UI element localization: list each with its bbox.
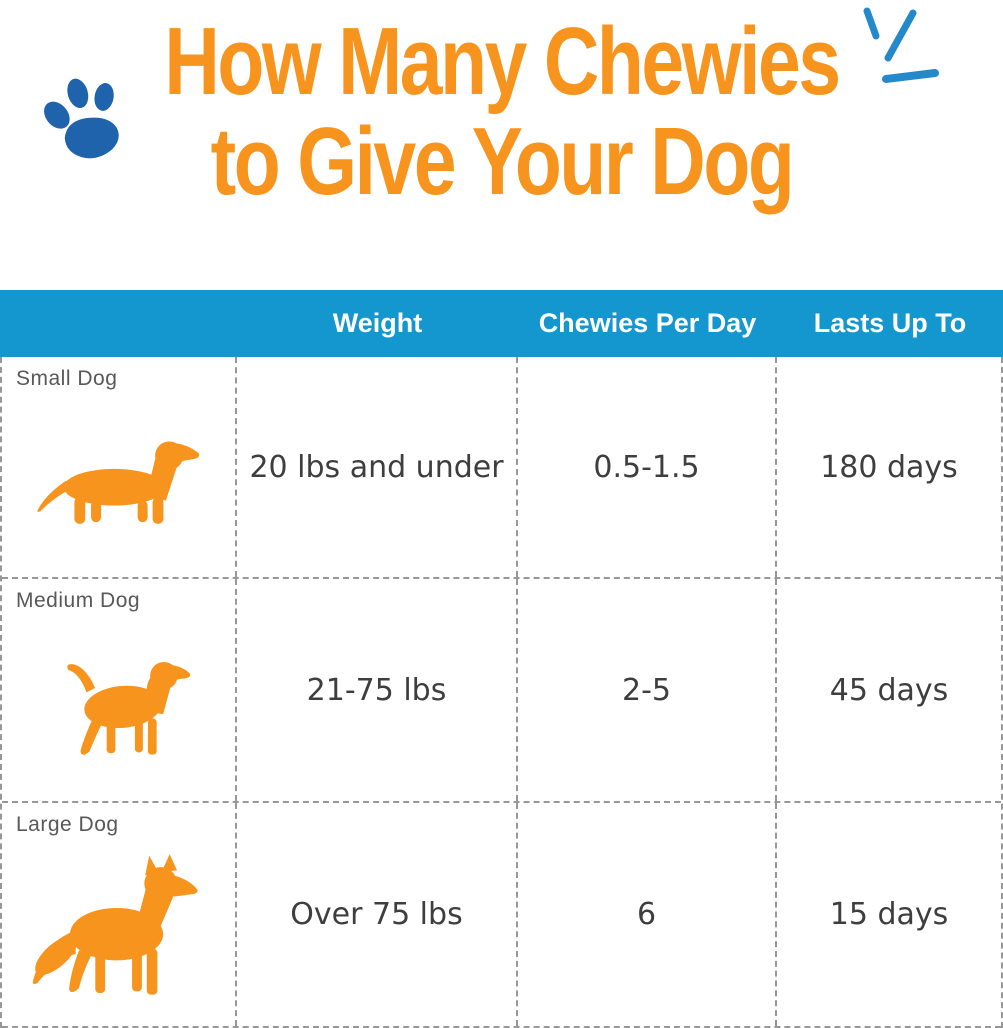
lasts-cell: 45 days [829, 672, 949, 708]
title-line-2: to Give Your Dog [210, 107, 795, 215]
dog-cell: Large Dog [2, 803, 237, 1026]
header-cell-weight: Weight [332, 308, 423, 338]
weight-cell: 20 lbs and under [237, 357, 518, 577]
row-label: Small Dog [16, 367, 118, 390]
dog-cell: Medium Dog [2, 579, 237, 801]
lasts-cell: 15 days [829, 897, 949, 932]
dosage-table: Weight Chewies Per Day Lasts Up To Small… [0, 290, 1003, 1028]
header-cell-lasts: Lasts Up To [813, 308, 967, 338]
weight-cell: 21-75 lbs [237, 579, 518, 801]
dog-cell: Small Dog [2, 357, 237, 577]
row-label: Large Dog [16, 813, 119, 836]
chewies-cell: 0.5-1.5 [518, 357, 777, 577]
weight-cell: Over 75 lbs [237, 803, 518, 1026]
table-header: Weight Chewies Per Day Lasts Up To [0, 290, 1003, 357]
table-row-large-dog: Large Dog [2, 803, 1001, 1028]
title-line-1: How Many Chewies [164, 8, 841, 115]
table-row-medium-dog: Medium Dog [2, 579, 1001, 803]
paw-print-icon [44, 78, 119, 159]
page-title: How Many Chewies to Give Your Dog [100, 12, 902, 212]
header-cell-chewies: Chewies Per Day [538, 308, 757, 338]
chewies-cell: 6 [518, 803, 777, 1026]
row-label: Medium Dog [16, 589, 141, 612]
table-row-small-dog: Small Dog [2, 357, 1001, 579]
sparkle-icon [863, 7, 939, 83]
lasts-cell: 180 days [820, 449, 958, 485]
beagle-icon [66, 662, 190, 755]
table-body: Small Dog [0, 357, 1003, 1028]
dachshund-icon [37, 441, 200, 524]
husky-icon [32, 853, 198, 995]
chewies-cell: 2-5 [518, 579, 777, 801]
